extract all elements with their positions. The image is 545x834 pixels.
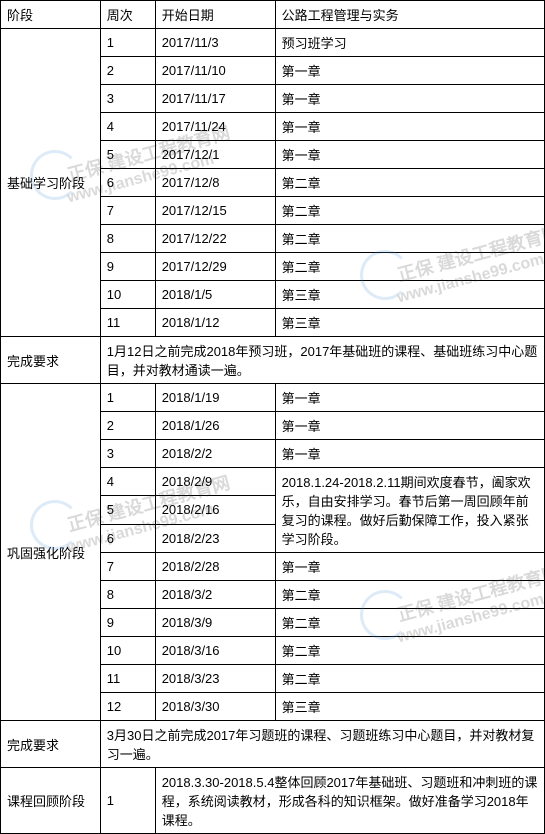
- cell-week: 7: [100, 197, 155, 225]
- cell-week: 9: [100, 609, 155, 637]
- cell-week: 1: [100, 768, 155, 834]
- cell-content: 第一章: [275, 85, 544, 113]
- cell-content: 第二章: [275, 169, 544, 197]
- table-row: 巩固强化阶段 1 2018/1/19 第一章: [1, 384, 545, 412]
- cell-week: 2: [100, 412, 155, 440]
- cell-date: 2017/11/17: [155, 85, 275, 113]
- cell-date: 2018/2/23: [155, 524, 275, 552]
- cell-date: 2018/3/16: [155, 637, 275, 665]
- cell-week: 1: [100, 29, 155, 57]
- cell-date: 2018/1/26: [155, 412, 275, 440]
- cell-date: 2018/3/23: [155, 665, 275, 693]
- cell-content: 第一章: [275, 113, 544, 141]
- cell-date: 2018/1/5: [155, 281, 275, 309]
- cell-week: 8: [100, 581, 155, 609]
- requirement1-label: 完成要求: [1, 337, 101, 384]
- requirement1-text: 1月12日之前完成2018年预习班，2017年基础班的课程、基础班练习中心题目，…: [100, 337, 544, 384]
- cell-date: 2017/11/3: [155, 29, 275, 57]
- cell-week: 3: [100, 85, 155, 113]
- cell-content: 第一章: [275, 57, 544, 85]
- cell-content: 预习班学习: [275, 29, 544, 57]
- cell-week: 6: [100, 169, 155, 197]
- cell-week: 4: [100, 113, 155, 141]
- cell-content: 第二章: [275, 225, 544, 253]
- cell-content: 第二章: [275, 609, 544, 637]
- phase2-merged-content: 2018.1.24-2018.2.11期间欢度春节，阖家欢乐，自由安排学习。春节…: [275, 468, 544, 553]
- cell-date: 2017/12/1: [155, 141, 275, 169]
- cell-content: 第三章: [275, 281, 544, 309]
- cell-content: 第二章: [275, 197, 544, 225]
- header-phase: 阶段: [1, 1, 101, 29]
- cell-content: 第一章: [275, 553, 544, 581]
- requirement2-text: 3月30日之前完成2017年习题班的课程、习题班练习中心题目，并对教材复习一遍。: [100, 721, 544, 768]
- cell-content: 第二章: [275, 665, 544, 693]
- study-schedule-table: 阶段 周次 开始日期 公路工程管理与实务 基础学习阶段 1 2017/11/3 …: [0, 0, 545, 834]
- header-row: 阶段 周次 开始日期 公路工程管理与实务: [1, 1, 545, 29]
- cell-date: 2018/3/9: [155, 609, 275, 637]
- cell-date: 2018/1/19: [155, 384, 275, 412]
- cell-date: 2018/2/16: [155, 496, 275, 524]
- cell-content: 第三章: [275, 693, 544, 721]
- cell-content: 第二章: [275, 253, 544, 281]
- cell-week: 3: [100, 440, 155, 468]
- cell-date: 2018/3/30: [155, 693, 275, 721]
- cell-week: 2: [100, 57, 155, 85]
- table-row: 基础学习阶段 1 2017/11/3 预习班学习: [1, 29, 545, 57]
- cell-content: 第三章: [275, 309, 544, 337]
- cell-date: 2017/12/22: [155, 225, 275, 253]
- cell-content: 第二章: [275, 637, 544, 665]
- cell-week: 8: [100, 225, 155, 253]
- cell-date: 2017/12/15: [155, 197, 275, 225]
- cell-content: 第一章: [275, 440, 544, 468]
- requirement-row: 完成要求 3月30日之前完成2017年习题班的课程、习题班练习中心题目，并对教材…: [1, 721, 545, 768]
- cell-date: 2018/3/2: [155, 581, 275, 609]
- cell-week: 11: [100, 309, 155, 337]
- cell-date: 2018/2/28: [155, 553, 275, 581]
- cell-content: 第二章: [275, 581, 544, 609]
- table-row: 课程回顾阶段 1 2018.3.30-2018.5.4整体回顾2017年基础班、…: [1, 768, 545, 834]
- cell-content: 第一章: [275, 141, 544, 169]
- cell-week: 7: [100, 553, 155, 581]
- cell-date: 2017/11/24: [155, 113, 275, 141]
- cell-content: 第一章: [275, 384, 544, 412]
- cell-week: 11: [100, 665, 155, 693]
- cell-date: 2018/1/12: [155, 309, 275, 337]
- requirement-row: 完成要求 1月12日之前完成2018年预习班，2017年基础班的课程、基础班练习…: [1, 337, 545, 384]
- cell-date: 2017/12/8: [155, 169, 275, 197]
- header-week: 周次: [100, 1, 155, 29]
- phase3-name: 课程回顾阶段: [1, 768, 101, 834]
- cell-week: 6: [100, 524, 155, 552]
- cell-week: 5: [100, 496, 155, 524]
- phase1-name: 基础学习阶段: [1, 29, 101, 337]
- cell-week: 12: [100, 693, 155, 721]
- phase3-content: 2018.3.30-2018.5.4整体回顾2017年基础班、习题班和冲刺班的课…: [155, 768, 544, 834]
- cell-week: 10: [100, 637, 155, 665]
- cell-date: 2018/2/9: [155, 468, 275, 496]
- cell-week: 4: [100, 468, 155, 496]
- cell-date: 2017/11/10: [155, 57, 275, 85]
- cell-date: 2017/12/29: [155, 253, 275, 281]
- phase2-name: 巩固强化阶段: [1, 384, 101, 721]
- header-content: 公路工程管理与实务: [275, 1, 544, 29]
- cell-content: 第一章: [275, 412, 544, 440]
- cell-week: 9: [100, 253, 155, 281]
- cell-week: 1: [100, 384, 155, 412]
- cell-date: 2018/2/2: [155, 440, 275, 468]
- cell-week: 10: [100, 281, 155, 309]
- cell-week: 5: [100, 141, 155, 169]
- header-date: 开始日期: [155, 1, 275, 29]
- requirement2-label: 完成要求: [1, 721, 101, 768]
